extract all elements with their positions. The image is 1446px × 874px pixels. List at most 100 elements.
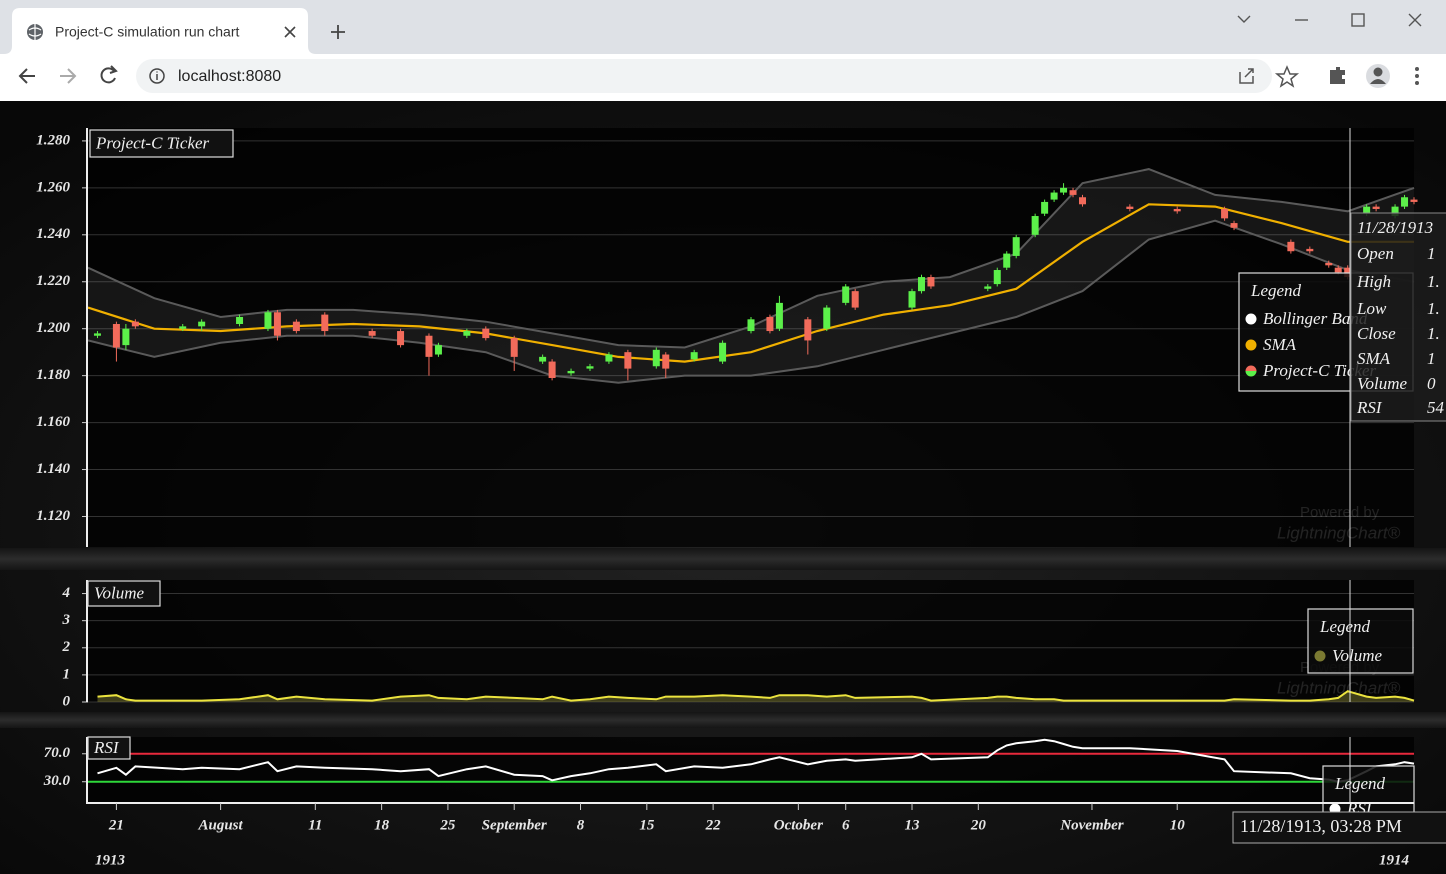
close-window[interactable] [1408,13,1422,27]
candle-body [690,352,698,360]
candle-body [1069,190,1077,195]
tooltip-value: 1. [1427,324,1440,343]
y-tick-label: 1.280 [36,132,70,148]
candle-body [122,328,130,346]
candle-body [1012,237,1020,256]
reload-arrow [109,65,118,74]
candle-body [662,354,670,369]
y-tick-label: 1 [63,666,71,682]
tooltip-label: High [1356,272,1391,291]
tab-title: Project-C simulation run chart [55,24,240,40]
tooltip-value: 1 [1427,349,1436,368]
y-tick-label: 1.140 [36,461,70,477]
candle-body [1126,206,1134,209]
cursor-label-box [1232,811,1446,844]
candle-body [1050,192,1058,200]
x-tick-label: 11 [308,817,322,833]
candle-body [823,307,831,329]
candle-body [292,321,300,332]
cursor-label: 11/28/1913, 03:28 PM [1240,816,1402,836]
volume-fill [97,691,1414,702]
candle-body [1401,197,1409,207]
candle-body [775,302,783,329]
active-tab[interactable] [4,8,316,54]
globe-lines [28,24,42,40]
watermark: Powered by [1300,504,1380,521]
year-label: 1913 [95,852,126,868]
candle-body [993,270,1001,285]
x-tick-label: 13 [905,817,921,833]
candle-body [1173,208,1181,212]
candle-body [652,349,660,367]
watermark: LightningChart® [1277,523,1401,542]
tooltip-value: 54 [1427,398,1445,417]
candle-body [747,319,755,332]
candle-body [425,335,433,357]
candle-body [766,316,774,332]
panel-separator [0,548,1446,570]
maximize[interactable] [1351,13,1365,27]
candle-body [1363,206,1371,214]
url[interactable]: localhost:8080 [178,68,281,85]
reload-button[interactable] [100,67,116,84]
tab-search[interactable] [1237,15,1251,23]
candle-body [179,326,187,329]
back-button[interactable] [18,68,35,84]
tooltip-value: 1. [1427,272,1440,291]
share[interactable] [1239,68,1254,84]
tooltip-label: Low [1356,299,1387,318]
panel-separator [0,712,1446,728]
candle-body [548,361,556,378]
candle-body [1079,197,1086,205]
chart-title: Project-C Ticker [95,133,210,152]
menu[interactable] [1415,67,1419,85]
candle-body [927,277,935,287]
x-tick-label: 22 [705,817,722,833]
tab-close[interactable] [284,26,296,38]
y-tick-label: 1.200 [36,320,70,336]
candle-body [510,338,518,357]
forward-button[interactable] [60,68,77,84]
candle-body [1003,253,1011,268]
candle-body [321,314,329,332]
x-tick-label: October [774,817,823,833]
candle-body [567,370,575,374]
tooltip-label: Volume [1357,374,1408,393]
candle-body [198,321,206,327]
candle-body [719,342,727,362]
candle-body [434,345,442,355]
y-tick-label: 1.240 [36,226,70,242]
candle-body [1344,267,1352,278]
candle-body [236,316,244,325]
legend-swatch [1245,313,1257,325]
x-tick-label: 6 [842,817,850,833]
rsi-line [97,738,1415,783]
volume-line [97,690,1415,702]
candle-body [984,286,992,289]
address-bar[interactable] [136,59,1272,93]
extensions[interactable] [1330,67,1345,84]
y-tick-label: 1.220 [36,273,70,289]
new-tab[interactable] [331,25,345,39]
plot-area [88,737,1414,802]
y-tick-label: 1.180 [36,367,70,383]
x-tick-label: September [482,817,547,833]
tooltip-label: RSI [1356,398,1383,417]
tooltip-value: 1. [1427,299,1440,318]
candle-body [264,312,272,329]
legend-label: Bollinger Band [1263,309,1368,328]
bookmark-star[interactable] [1274,65,1300,88]
candle-body [1391,206,1399,217]
legend-title: Legend [1334,774,1386,793]
chart-title-box [87,736,131,760]
candle-body [624,352,632,369]
y-tick-label: 30.0 [43,773,71,789]
bollinger-fill [88,169,1414,383]
candle-body [368,331,376,336]
tooltip-title: 11/28/1913 [1357,218,1433,237]
site-info[interactable] [149,68,165,84]
candle-body [112,324,120,348]
candle-body [1060,187,1068,193]
